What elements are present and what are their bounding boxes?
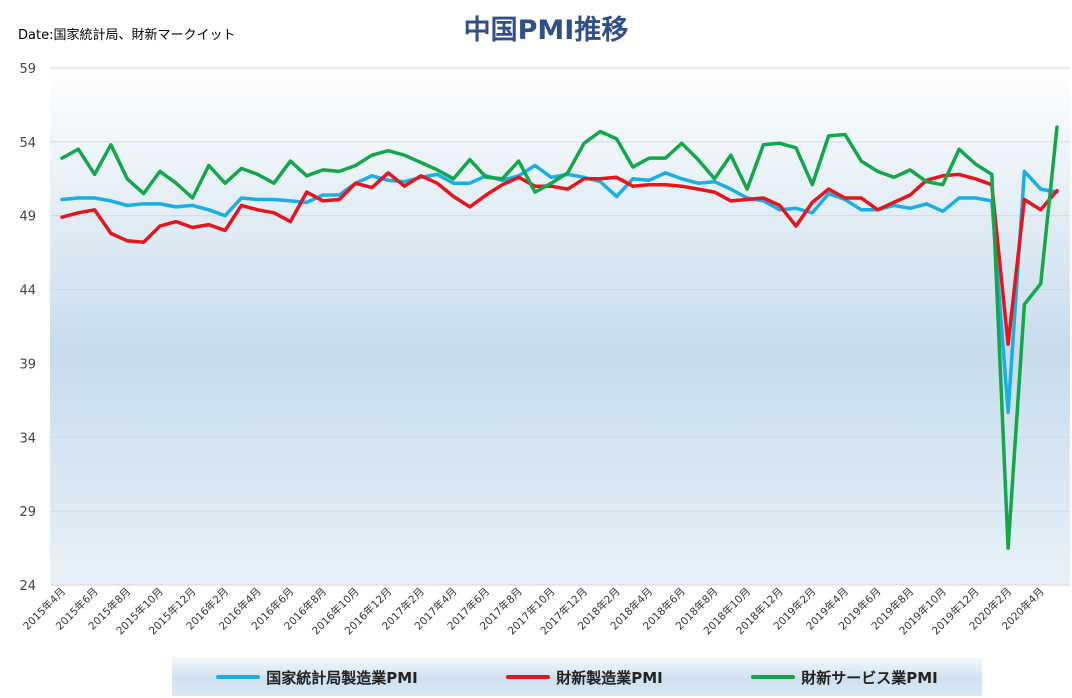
legend-item-nbs-manufacturing: 国家統計局製造業PMI [216,667,418,688]
chart-title: 中国PMI推移 [463,15,629,46]
y-tick-label: 54 [19,136,36,151]
y-tick-label: 49 [19,210,36,225]
y-tick-label: 44 [19,284,36,299]
series-line-2 [60,125,1059,550]
y-tick-label: 24 [19,579,36,594]
plot-area [50,68,1070,585]
y-tick-label: 34 [19,431,36,446]
source-note: Date:国家統計局、財新マークイット [18,28,236,43]
legend-label-caixin-mfg: 財新製造業PMI [556,668,663,687]
legend-item-caixin-manufacturing: 財新製造業PMI [506,667,663,688]
legend-swatch-caixin-svc [751,675,796,679]
y-tick-label: 59 [19,62,36,77]
y-tick-label: 39 [19,357,36,372]
y-tick-label: 29 [19,505,36,520]
legend: 国家統計局製造業PMI 財新製造業PMI 財新サービス業PMI [172,658,982,696]
legend-swatch-caixin-mfg [506,675,551,679]
legend-label-caixin-svc: 財新サービス業PMI [801,668,938,687]
legend-item-caixin-services: 財新サービス業PMI [751,667,938,688]
legend-label-nbs: 国家統計局製造業PMI [266,668,418,687]
series-line-0 [60,163,1059,414]
legend-swatch-nbs [216,675,261,679]
series-line-1 [60,171,1059,346]
